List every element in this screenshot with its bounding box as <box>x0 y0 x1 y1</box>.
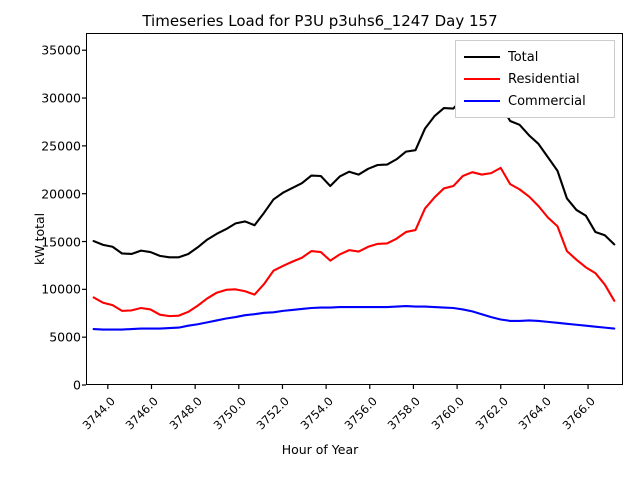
legend-label: Total <box>508 49 539 65</box>
x-axis-tick: 3746.0 <box>123 394 162 433</box>
y-axis-tick: 0 <box>73 377 81 393</box>
x-axis-tick: 3750.0 <box>210 394 249 433</box>
y-axis-tick: 35000 <box>41 42 81 58</box>
x-axis-tick: 3758.0 <box>384 394 424 433</box>
y-axis-tick: 10000 <box>41 281 81 297</box>
legend-item-residential: Residential <box>464 68 606 90</box>
plot-area <box>86 33 623 385</box>
y-axis-tick: 25000 <box>41 138 81 154</box>
x-axis-tick: 3760.0 <box>428 394 467 433</box>
legend-swatch-commercial <box>464 100 500 102</box>
x-axis-tick: 3752.0 <box>253 394 293 433</box>
legend-swatch-total <box>464 56 500 58</box>
y-axis-tick-labels: 0 5000 10000 15000 20000 25000 30000 35000 <box>0 0 81 480</box>
legend-swatch-residential <box>464 78 500 80</box>
chart-legend: Total Residential Commercial <box>455 40 615 118</box>
legend-item-total: Total <box>464 46 606 68</box>
y-axis-tick: 5000 <box>49 329 81 345</box>
y-axis-label-text: kW total <box>32 212 47 265</box>
legend-item-commercial: Commercial <box>464 90 606 112</box>
x-axis-tick: 3762.0 <box>472 394 511 433</box>
y-axis-tick: 15000 <box>41 234 81 250</box>
x-axis-label: Hour of Year <box>281 442 359 457</box>
legend-label: Commercial <box>508 93 586 109</box>
x-axis-tick: 3756.0 <box>341 394 380 433</box>
x-axis-tick: 3764.0 <box>515 394 555 433</box>
legend-label: Residential <box>508 71 580 87</box>
x-axis-tick: 3748.0 <box>166 394 206 433</box>
y-axis-tick: 30000 <box>41 90 81 106</box>
chart-title: Timeseries Load for P3U p3uhs6_1247 Day … <box>142 12 498 30</box>
y-axis-tick: 20000 <box>41 186 81 202</box>
x-axis-tick: 3754.0 <box>297 394 337 433</box>
x-axis-tick: 3766.0 <box>559 394 598 433</box>
y-axis-label: kW total <box>32 213 84 280</box>
